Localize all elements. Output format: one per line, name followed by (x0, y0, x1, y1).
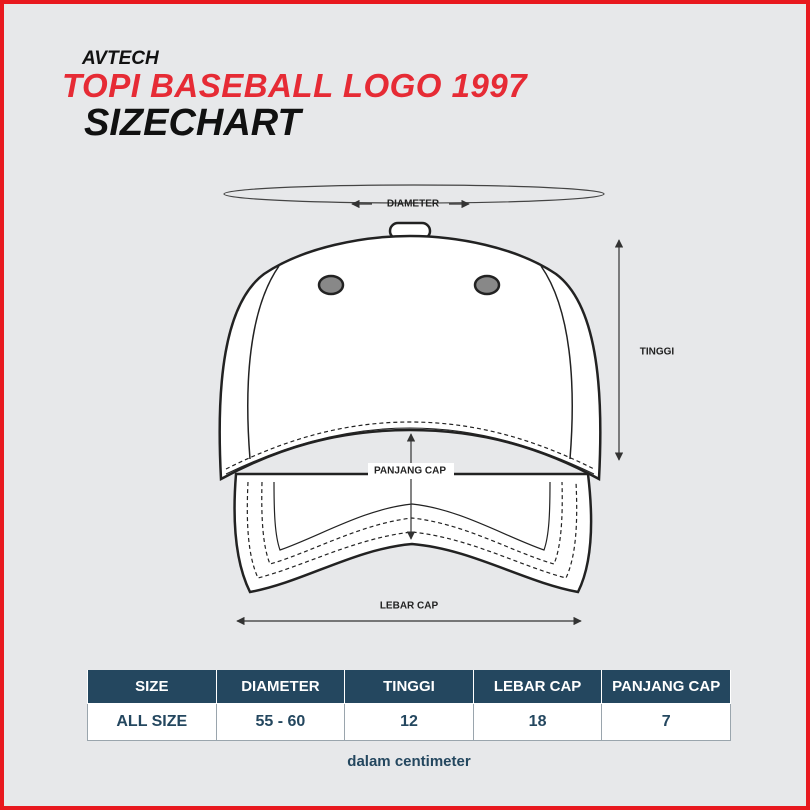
column-header: PANJANG CAP (601, 670, 731, 704)
cap (218, 184, 605, 594)
diameter-label: DIAMETER (387, 199, 440, 210)
brand: AVTECH (82, 48, 159, 69)
column-header: LEBAR CAP (472, 670, 603, 704)
column-header: SIZE (87, 670, 217, 704)
column-header: TINGGI (344, 670, 474, 704)
title: TOPI BASEBALL LOGO 1997 (62, 67, 528, 104)
size-table: SIZE DIAMETER TINGGI LEBAR CAP PANJANG CAP A… (87, 670, 731, 741)
dimension-arrows (236, 199, 624, 626)
table-cell: 12 (344, 703, 474, 741)
table-cell: 18 (472, 703, 603, 741)
cap-diagram: DIAMETER TINGGI PANJANG CAP LEBAR CAP (218, 184, 675, 626)
height-label: TINGGI (640, 347, 675, 358)
brim-length-label: PANJANG CAP (374, 466, 446, 477)
table-row: ALL SIZE 55 - 60 12 18 7 (87, 703, 731, 741)
table-cell: 7 (601, 703, 731, 741)
table-cell: 55 - 60 (215, 703, 346, 741)
column-header: DIAMETER (215, 670, 346, 704)
subtitle: SIZECHART (84, 102, 301, 144)
header-row: SIZE DIAMETER TINGGI LEBAR CAP PANJANG CAP (87, 670, 731, 704)
table-cell: ALL SIZE (87, 703, 217, 741)
label-bg (368, 463, 454, 479)
brim-width-label: LEBAR CAP (380, 601, 439, 612)
note: dalam centimeter (347, 753, 471, 770)
